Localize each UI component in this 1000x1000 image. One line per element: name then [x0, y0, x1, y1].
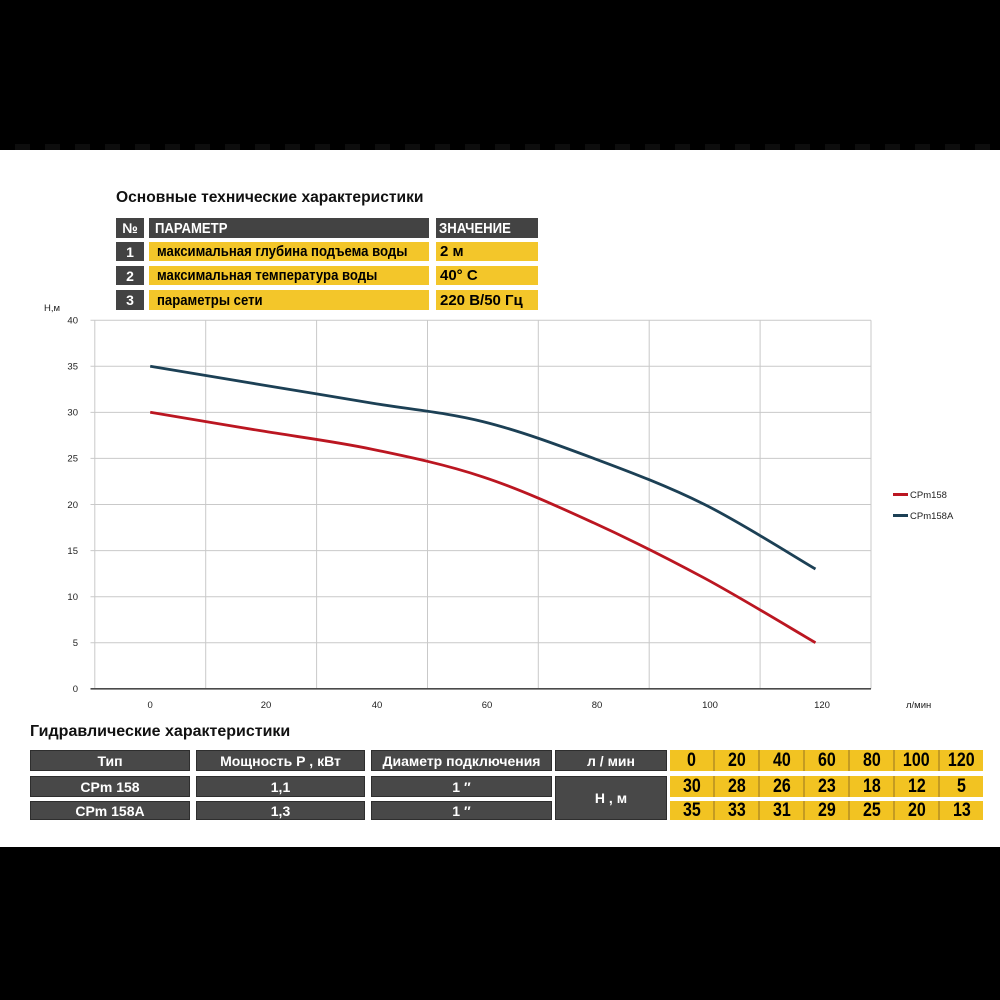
svg-text:30: 30 — [67, 408, 78, 419]
svg-text:40: 40 — [67, 316, 78, 327]
svg-text:20: 20 — [261, 700, 272, 711]
svg-text:Н,м: Н,м — [44, 303, 60, 314]
svg-text:100: 100 — [702, 700, 718, 711]
svg-text:40: 40 — [372, 700, 383, 711]
svg-text:CPm158A: CPm158A — [910, 511, 954, 522]
svg-text:60: 60 — [482, 700, 493, 711]
svg-text:0: 0 — [148, 700, 153, 711]
svg-text:120: 120 — [814, 700, 830, 711]
svg-text:15: 15 — [67, 546, 78, 557]
svg-text:80: 80 — [592, 700, 603, 711]
svg-text:л/мин: л/мин — [906, 700, 931, 711]
svg-text:5: 5 — [73, 638, 78, 649]
svg-text:35: 35 — [67, 362, 78, 373]
svg-text:10: 10 — [67, 592, 78, 603]
svg-text:20: 20 — [67, 500, 78, 511]
svg-text:0: 0 — [73, 684, 78, 695]
svg-text:25: 25 — [67, 454, 78, 465]
svg-text:CPm158: CPm158 — [910, 490, 947, 501]
